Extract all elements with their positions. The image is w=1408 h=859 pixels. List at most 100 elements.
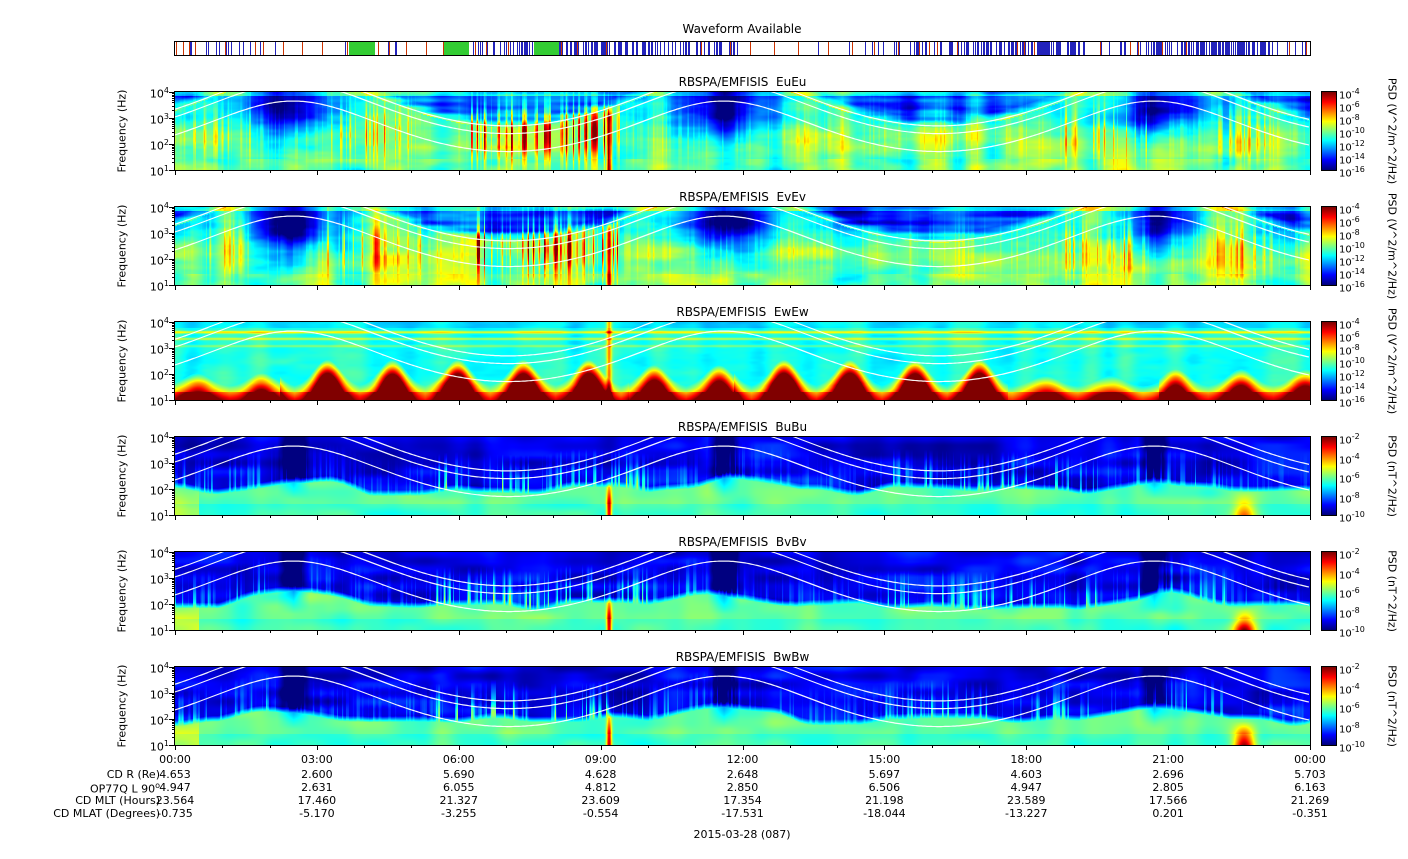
time-major-tick	[317, 401, 318, 405]
time-major-tick	[601, 631, 602, 635]
time-major-tick	[1168, 516, 1169, 520]
time-major-tick	[317, 516, 318, 520]
time-minor-tick	[1074, 286, 1075, 288]
freq-minor-tick	[172, 711, 175, 712]
time-minor-tick	[506, 401, 507, 403]
time-major-tick	[317, 171, 318, 175]
freq-minor-tick	[172, 323, 175, 324]
time-major-tick	[175, 286, 176, 290]
ephemeris-value: 4.947	[159, 781, 191, 794]
freq-minor-tick	[172, 380, 175, 381]
time-minor-tick	[364, 401, 365, 403]
time-minor-tick	[506, 516, 507, 518]
colorbar-axis-label: PSD (V^2/m^2/Hz)	[1385, 192, 1399, 300]
time-minor-tick	[364, 516, 365, 518]
ephemeris-value: 2.600	[301, 768, 333, 781]
freq-minor-tick	[172, 267, 175, 268]
time-minor-tick	[932, 516, 933, 518]
time-major-tick	[1168, 171, 1169, 175]
ephemeris-value: 17.460	[297, 794, 337, 807]
time-minor-tick	[506, 746, 507, 748]
time-minor-tick	[979, 746, 980, 748]
time-tick-label: 09:00	[584, 753, 617, 766]
freq-minor-tick	[172, 356, 175, 357]
freq-minor-tick	[172, 326, 175, 327]
freq-minor-tick	[172, 466, 175, 467]
freq-minor-tick	[172, 495, 175, 496]
freq-major-tick	[169, 170, 175, 171]
freq-minor-tick	[172, 612, 175, 613]
freq-minor-tick	[172, 126, 175, 127]
freq-minor-tick	[172, 605, 175, 606]
freq-minor-tick	[172, 358, 175, 359]
freq-axis-label: Frequency (Hz)	[115, 549, 129, 633]
time-major-tick	[1026, 401, 1027, 405]
time-minor-tick	[837, 286, 838, 288]
time-minor-tick	[790, 631, 791, 633]
freq-minor-tick	[172, 507, 175, 508]
freq-minor-tick	[172, 685, 175, 686]
time-tick-label: 00:00	[159, 753, 191, 766]
freq-tick-label: 101	[149, 624, 169, 639]
freq-tick-label: 101	[149, 164, 169, 179]
time-minor-tick	[648, 171, 649, 173]
freq-minor-tick	[172, 221, 175, 222]
colorbar-tick-label: 10-4	[1339, 202, 1360, 217]
colorbar-axis-label: PSD (nT^2/Hz)	[1385, 435, 1399, 517]
freq-minor-tick	[172, 737, 175, 738]
freq-minor-tick	[172, 351, 175, 352]
freq-minor-tick	[172, 555, 175, 556]
freq-minor-tick	[172, 98, 175, 99]
freq-tick-label: 104	[149, 546, 169, 561]
time-minor-tick	[837, 171, 838, 173]
freq-minor-tick	[172, 608, 175, 609]
freq-minor-tick	[172, 362, 175, 363]
freq-minor-tick	[172, 158, 175, 159]
time-major-tick	[459, 631, 460, 635]
colorbar-tick-label: 10-14	[1339, 382, 1365, 397]
ephemeris-value: 2.648	[726, 768, 759, 781]
time-major-tick	[601, 746, 602, 750]
freq-tick-label: 102	[149, 253, 169, 268]
time-minor-tick	[932, 631, 933, 633]
freq-minor-tick	[172, 440, 175, 441]
freq-major-tick	[169, 630, 175, 631]
waveform-available-title: Waveform Available	[682, 22, 802, 36]
freq-tick-label: 102	[149, 138, 169, 153]
time-minor-tick	[932, 401, 933, 403]
ephemeris-row-label: CD MLT (Hours)	[75, 794, 160, 807]
time-major-tick	[743, 516, 744, 520]
time-tick-label: 00:00	[1294, 753, 1326, 766]
colorbar-tick-label: 10-10	[1339, 740, 1365, 755]
panel-title-EwEw: RBSPA/EMFISIS EwEw	[676, 305, 809, 319]
freq-major-tick	[169, 719, 175, 720]
freq-major-tick	[169, 233, 175, 234]
time-major-tick	[601, 171, 602, 175]
freq-minor-tick	[172, 581, 175, 582]
freq-minor-tick	[172, 586, 175, 587]
time-major-tick	[884, 516, 885, 520]
freq-minor-tick	[172, 729, 175, 730]
ephemeris-value: -0.735	[157, 807, 193, 820]
freq-axis-label: Frequency (Hz)	[115, 89, 129, 173]
ephemeris-row-label: CD MLAT (Degrees)	[53, 807, 160, 820]
freq-minor-tick	[172, 384, 175, 385]
freq-major-tick	[169, 693, 175, 694]
freq-minor-tick	[172, 215, 175, 216]
time-minor-tick	[648, 401, 649, 403]
time-minor-tick	[1121, 171, 1122, 173]
freq-minor-tick	[172, 162, 175, 163]
colorbar-tick-label: 10-4	[1339, 317, 1360, 332]
time-minor-tick	[1215, 401, 1216, 403]
freq-minor-tick	[172, 477, 175, 478]
time-minor-tick	[1121, 631, 1122, 633]
time-minor-tick	[695, 401, 696, 403]
time-minor-tick	[364, 631, 365, 633]
time-minor-tick	[1074, 631, 1075, 633]
freq-minor-tick	[172, 148, 175, 149]
ephemeris-value: -0.351	[1292, 807, 1328, 820]
colorbar-tick-label: 10-12	[1339, 369, 1365, 384]
time-major-tick	[743, 286, 744, 290]
time-minor-tick	[222, 286, 223, 288]
freq-tick-label: 103	[149, 457, 169, 472]
